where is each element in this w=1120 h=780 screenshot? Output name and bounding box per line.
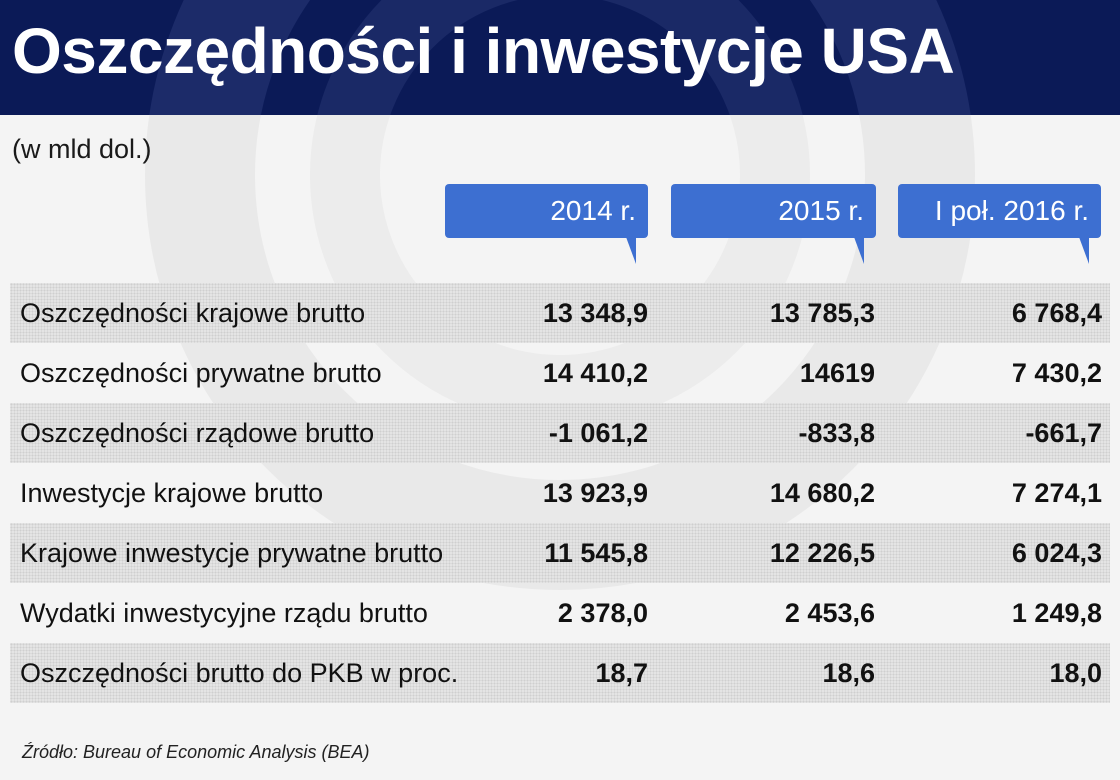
cell-value: -661,7 (1025, 418, 1102, 448)
column-header-label: 2014 r. (550, 195, 636, 226)
row-label: Oszczędności prywatne brutto (20, 358, 382, 388)
table-row: Oszczędności prywatne brutto 14 410,2 14… (10, 343, 1110, 403)
cell-value: -833,8 (798, 418, 875, 448)
table-row: Wydatki inwestycyjne rządu brutto 2 378,… (10, 583, 1110, 643)
cell-value: 18,6 (822, 658, 875, 688)
cell-value: 18,7 (595, 658, 648, 688)
row-label: Oszczędności brutto do PKB w proc. (20, 658, 459, 688)
cell-value: 1 249,8 (1011, 598, 1102, 628)
table-row: Krajowe inwestycje prywatne brutto 11 54… (10, 523, 1110, 583)
title-banner: Oszczędności i inwestycje USA (0, 0, 1120, 115)
cell-value: -1 061,2 (548, 418, 648, 448)
column-header-label: 2015 r. (778, 195, 864, 226)
callout-tail (854, 237, 864, 264)
cell-value: 2 453,6 (784, 598, 875, 628)
row-label: Wydatki inwestycyjne rządu brutto (20, 598, 428, 628)
cell-value: 11 545,8 (544, 538, 648, 568)
cell-value: 7 430,2 (1011, 358, 1102, 388)
row-label: Oszczędności krajowe brutto (20, 298, 366, 328)
cell-value: 6 768,4 (1011, 298, 1102, 328)
cell-value: 2 378,0 (557, 598, 648, 628)
cell-value: 13 923,9 (542, 478, 648, 508)
source-note: Źródło: Bureau of Economic Analysis (BEA… (22, 742, 370, 762)
column-header-label: I poł. 2016 r. (934, 195, 1089, 226)
callout-tail (1079, 237, 1089, 264)
cell-value: 6 024,3 (1011, 538, 1102, 568)
cell-value: 18,0 (1049, 658, 1102, 688)
column-header-2015: 2015 r. (671, 184, 876, 264)
data-table: Oszczędności krajowe brutto 13 348,9 13 … (10, 283, 1110, 703)
table-row: Oszczędności krajowe brutto 13 348,9 13 … (10, 283, 1110, 343)
row-label: Oszczędności rządowe brutto (20, 418, 375, 448)
row-label: Inwestycje krajowe brutto (20, 478, 324, 508)
cell-value: 12 226,5 (769, 538, 875, 568)
unit-note: (w mld dol.) (12, 134, 152, 164)
cell-value: 14 680,2 (769, 478, 875, 508)
column-header-h1-2016: I poł. 2016 r. (898, 184, 1101, 264)
row-label: Krajowe inwestycje prywatne brutto (20, 538, 444, 568)
table-row: Oszczędności rządowe brutto -1 061,2 -83… (10, 403, 1110, 463)
table-row: Oszczędności brutto do PKB w proc. 18,7 … (10, 643, 1110, 703)
page-title: Oszczędności i inwestycje USA (12, 15, 955, 87)
cell-value: 7 274,1 (1011, 478, 1102, 508)
table-row: Inwestycje krajowe brutto 13 923,9 14 68… (10, 463, 1110, 523)
callout-tail (626, 237, 636, 264)
cell-value: 13 348,9 (542, 298, 648, 328)
cell-value: 13 785,3 (769, 298, 875, 328)
cell-value: 14619 (799, 358, 875, 388)
column-header-2014: 2014 r. (445, 184, 648, 264)
cell-value: 14 410,2 (542, 358, 648, 388)
